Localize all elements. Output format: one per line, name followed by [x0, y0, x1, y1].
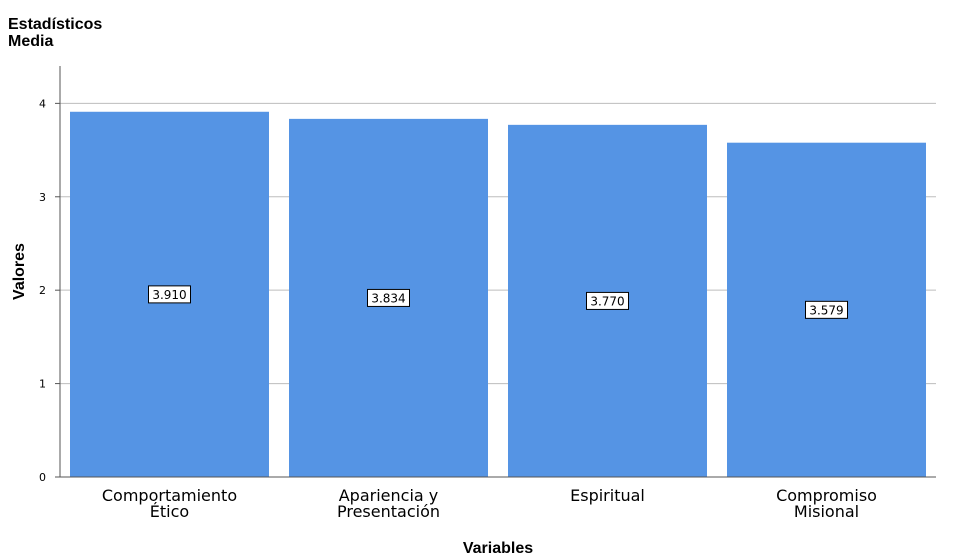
data-label: 3.579 — [809, 303, 843, 317]
data-label: 3.770 — [590, 294, 624, 308]
data-label: 3.834 — [371, 291, 405, 305]
data-label-box — [148, 285, 191, 304]
y-tick-label: 3 — [39, 191, 46, 204]
data-label-box — [367, 288, 410, 307]
chart-title-block: Estadísticos Media — [8, 16, 102, 50]
chart-title: Estadísticos — [8, 16, 103, 33]
data-labels: 3.910 3.834 3.770 3.579 — [148, 285, 848, 319]
chart-subtitle: Media — [8, 33, 54, 50]
x-tick-labels: Comportamiento Ético Apariencia y Presentac… — [102, 486, 877, 521]
x-axis-title: Variables — [463, 540, 533, 557]
data-label: 3.910 — [152, 288, 186, 302]
y-axis-title: Valores — [11, 243, 28, 300]
x-tick-label: Compromiso Misional — [776, 486, 877, 521]
y-tick-label: 1 — [39, 378, 46, 391]
x-tick-label: Espiritual — [570, 486, 645, 505]
x-tick-label: Comportamiento Ético — [102, 486, 237, 521]
y-tick-label: 4 — [39, 97, 46, 110]
y-tick-label: 0 — [39, 471, 46, 484]
x-tick-label: Apariencia y Presentación — [337, 486, 440, 521]
data-label-box — [586, 291, 629, 310]
data-label-box — [805, 300, 848, 319]
y-ticks: 0 1 2 3 4 — [39, 97, 60, 484]
axes — [59, 66, 936, 478]
bars — [70, 111, 926, 478]
y-tick-label: 2 — [39, 284, 46, 297]
